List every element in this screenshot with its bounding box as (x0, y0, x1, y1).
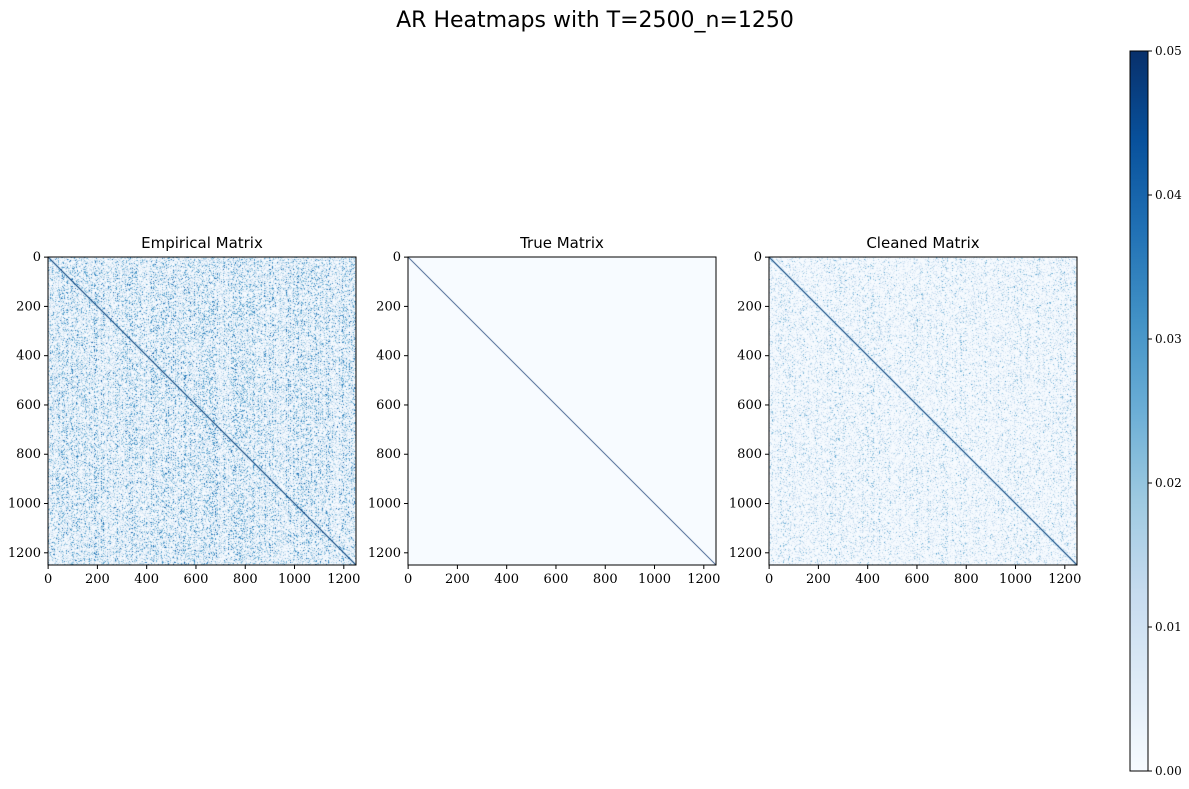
x-tick-label: 400 (134, 572, 159, 587)
y-tick-label: 800 (737, 447, 762, 462)
y-tick-label: 800 (16, 447, 41, 462)
x-tick-label: 600 (905, 572, 930, 587)
x-tick-label: 0 (404, 572, 412, 587)
colorbar-gradient (1129, 50, 1149, 772)
colorbar-tick-label: 0.03 (1155, 332, 1182, 346)
y-tick-label: 0 (754, 250, 762, 265)
x-tick-label: 400 (494, 572, 519, 587)
colorbar-tick-label: 0.02 (1155, 476, 1182, 490)
heatmap-image (408, 257, 716, 565)
y-tick-label: 1200 (368, 546, 401, 561)
y-tick-label: 1000 (368, 497, 401, 512)
y-tick-label: 400 (16, 349, 41, 364)
panel-title: Cleaned Matrix (866, 234, 979, 252)
y-tick-label: 1000 (729, 497, 762, 512)
x-tick-label: 0 (44, 572, 52, 587)
x-tick-label: 800 (593, 572, 618, 587)
colorbar-tick-label: 0.04 (1155, 188, 1182, 202)
y-tick-label: 400 (737, 349, 762, 364)
heatmap-image (769, 257, 1077, 565)
x-tick-label: 1000 (638, 572, 671, 587)
y-tick-label: 1000 (8, 497, 41, 512)
heatmap-frame (407, 256, 717, 566)
y-tick-label: 200 (16, 299, 41, 314)
y-tick-label: 600 (16, 398, 41, 413)
x-tick-label: 1200 (687, 572, 720, 587)
colorbar-tick-label: 0.00 (1155, 764, 1182, 778)
x-tick-label: 200 (85, 572, 110, 587)
x-tick-label: 1000 (278, 572, 311, 587)
y-tick-label: 600 (737, 398, 762, 413)
y-tick-label: 0 (33, 250, 41, 265)
x-tick-label: 1000 (999, 572, 1032, 587)
x-tick-label: 400 (855, 572, 880, 587)
colorbar-ticks: 0.00 0.01 0.02 0.03 0.04 0.05 (1148, 44, 1182, 778)
x-tick-label: 1200 (327, 572, 360, 587)
colorbar: 0.00 0.01 0.02 0.03 0.04 0.05 (1129, 44, 1182, 778)
x-tick-label: 1200 (1048, 572, 1081, 587)
y-tick-label: 600 (376, 398, 401, 413)
panel-title: True Matrix (519, 234, 604, 252)
x-tick-label: 600 (184, 572, 209, 587)
x-tick-label: 0 (765, 572, 773, 587)
x-tick-label: 200 (445, 572, 470, 587)
y-tick-label: 400 (376, 349, 401, 364)
y-tick-label: 200 (737, 299, 762, 314)
figure-title: AR Heatmaps with T=2500_n=1250 (396, 8, 794, 33)
heatmap-frame (768, 256, 1078, 566)
x-tick-label: 200 (806, 572, 831, 587)
y-tick-label: 1200 (729, 546, 762, 561)
colorbar-tick-label: 0.01 (1155, 620, 1182, 634)
y-tick-label: 0 (393, 250, 401, 265)
x-tick-label: 800 (233, 572, 258, 587)
heatmap-image (48, 257, 356, 565)
x-tick-label: 800 (954, 572, 979, 587)
y-tick-label: 1200 (8, 546, 41, 561)
panel-title: Empirical Matrix (141, 234, 263, 252)
y-tick-label: 800 (376, 447, 401, 462)
x-tick-label: 600 (544, 572, 569, 587)
y-tick-label: 200 (376, 299, 401, 314)
colorbar-tick-label: 0.05 (1155, 44, 1182, 58)
heatmap-frame (47, 256, 357, 566)
